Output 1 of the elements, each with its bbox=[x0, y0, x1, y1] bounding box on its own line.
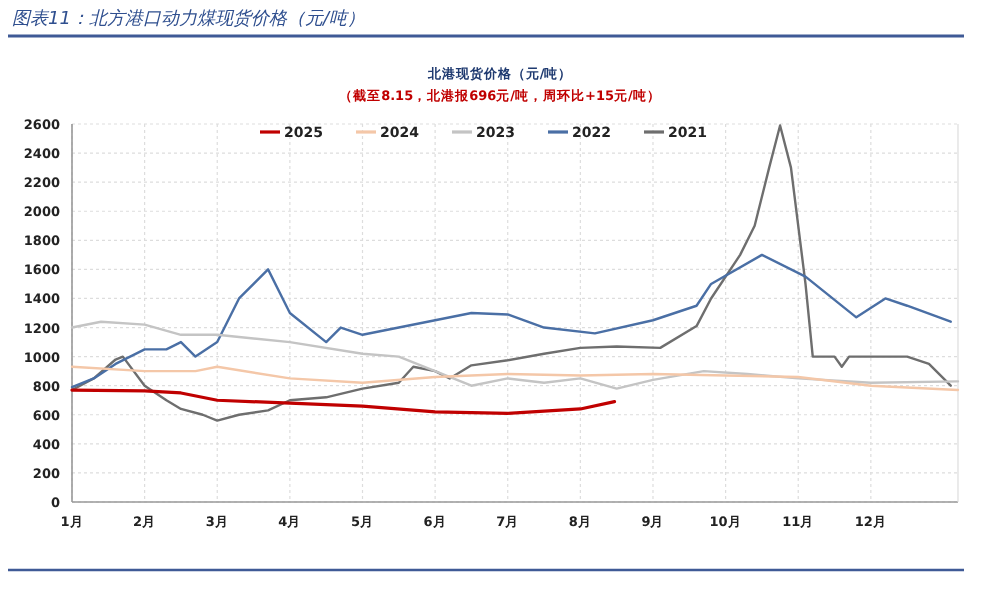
title: 图表11：北方港口动力煤现货价格（元/吨） bbox=[12, 10, 365, 30]
